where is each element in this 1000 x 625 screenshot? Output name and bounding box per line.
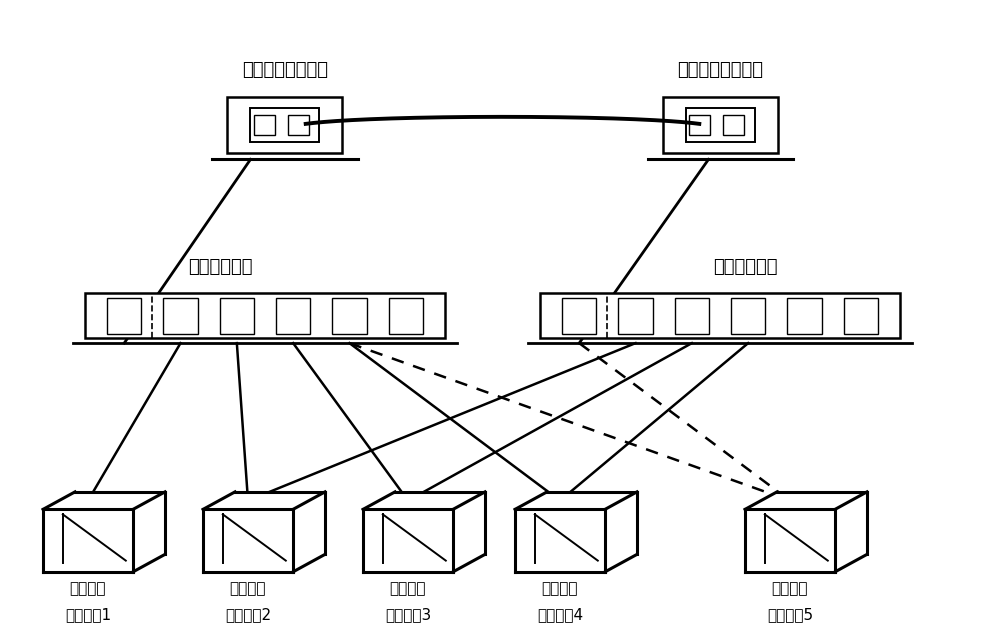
Bar: [288, 114, 309, 136]
Bar: [332, 298, 367, 334]
Polygon shape: [515, 509, 605, 572]
Text: 端控制器3: 端控制器3: [385, 608, 431, 622]
Bar: [254, 114, 275, 136]
Polygon shape: [293, 492, 325, 572]
Polygon shape: [605, 492, 637, 572]
Text: 端控制器1: 端控制器1: [65, 608, 111, 622]
Bar: [276, 298, 310, 334]
Bar: [250, 108, 319, 142]
Bar: [618, 298, 653, 334]
Bar: [107, 298, 141, 334]
Bar: [844, 298, 878, 334]
Polygon shape: [43, 509, 133, 572]
Bar: [662, 97, 778, 153]
Polygon shape: [133, 492, 165, 572]
Bar: [787, 298, 822, 334]
Text: 第二光分路器: 第二光分路器: [713, 258, 777, 276]
Polygon shape: [453, 492, 485, 572]
Text: 第一光分路器: 第一光分路器: [188, 258, 252, 276]
Bar: [227, 97, 342, 153]
Text: 光总线终: 光总线终: [542, 581, 578, 596]
Polygon shape: [745, 509, 835, 572]
Polygon shape: [203, 509, 293, 572]
Bar: [675, 298, 709, 334]
Bar: [389, 298, 423, 334]
Polygon shape: [745, 492, 867, 509]
Polygon shape: [515, 492, 637, 509]
Text: 光总线终: 光总线终: [390, 581, 426, 596]
Text: 第一光总线连接器: 第一光总线连接器: [242, 61, 328, 79]
Bar: [723, 114, 744, 136]
Text: 光总线终: 光总线终: [70, 581, 106, 596]
Text: 端控制器4: 端控制器4: [537, 608, 583, 622]
Bar: [163, 298, 198, 334]
Text: 端控制器5: 端控制器5: [767, 608, 813, 622]
Text: 光总线终: 光总线终: [230, 581, 266, 596]
Bar: [686, 108, 755, 142]
Polygon shape: [835, 492, 867, 572]
Text: 光总线终: 光总线终: [772, 581, 808, 596]
Polygon shape: [203, 492, 325, 509]
Bar: [220, 298, 254, 334]
Polygon shape: [43, 492, 165, 509]
Bar: [540, 293, 900, 338]
Bar: [85, 293, 445, 338]
Polygon shape: [363, 492, 485, 509]
Bar: [562, 298, 596, 334]
Polygon shape: [363, 509, 453, 572]
Text: 第二光总线连接器: 第二光总线连接器: [677, 61, 763, 79]
Text: 端控制器2: 端控制器2: [225, 608, 271, 622]
Bar: [731, 298, 765, 334]
Bar: [689, 114, 710, 136]
